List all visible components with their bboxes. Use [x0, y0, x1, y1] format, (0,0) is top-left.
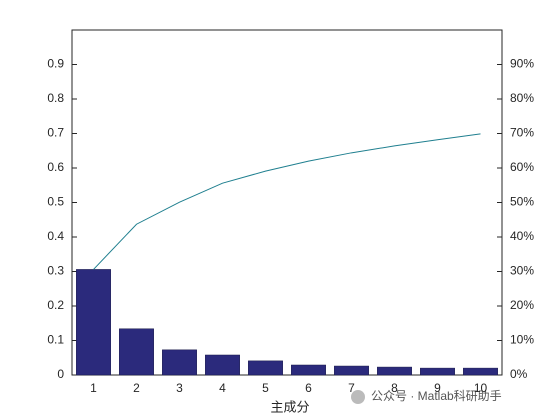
bar — [377, 366, 412, 376]
bar — [291, 364, 326, 376]
y2-tick-label: 70% — [510, 126, 534, 140]
plot-box — [71, 29, 503, 376]
y-tick-label: 0.2 — [47, 298, 64, 312]
y2-tick-label: 40% — [510, 229, 534, 243]
y-tick-label: 0.5 — [47, 195, 64, 209]
x-tick-label: 3 — [176, 381, 183, 395]
y-tick-label: 0.6 — [47, 160, 64, 174]
y-tick-label: 0 — [57, 367, 64, 381]
y2-tick-label: 50% — [510, 195, 534, 209]
y2-tick-label: 0% — [510, 367, 528, 381]
y-tick-label: 0.1 — [47, 333, 64, 347]
y2-tick-label: 20% — [510, 298, 534, 312]
x-tick-label: 5 — [262, 381, 269, 395]
bar — [162, 349, 197, 376]
y-tick-label: 0.3 — [47, 264, 64, 278]
y2-tick-label: 60% — [510, 160, 534, 174]
x-tick-label: 6 — [305, 381, 312, 395]
y2-tick-label: 90% — [510, 57, 534, 71]
y-tick-label: 0.7 — [47, 126, 64, 140]
bar — [76, 269, 111, 376]
y-tick-label: 0.4 — [47, 229, 64, 243]
y-tick-label: 0.9 — [47, 57, 64, 71]
x-tick-label: 10 — [474, 381, 488, 395]
bar — [248, 360, 283, 376]
bar — [205, 354, 240, 376]
y2-tick-label: 10% — [510, 333, 534, 347]
cumulative-line — [93, 133, 481, 270]
x-tick-label: 4 — [219, 381, 226, 395]
bar — [463, 367, 498, 376]
bar — [420, 367, 455, 376]
y2-tick-label: 30% — [510, 264, 534, 278]
x-tick-label: 2 — [133, 381, 140, 395]
x-tick-label: 8 — [391, 381, 398, 395]
x-tick-label: 9 — [434, 381, 441, 395]
watermark: 公众号 · Matlab科研助手 — [371, 389, 502, 403]
watermark-icon — [351, 390, 365, 404]
bar — [334, 365, 369, 376]
bar — [119, 328, 154, 376]
x-axis-label: 主成分 — [270, 399, 309, 414]
y2-tick-label: 80% — [510, 91, 534, 105]
x-tick-label: 7 — [348, 381, 355, 395]
x-tick-label: 1 — [90, 381, 97, 395]
y-tick-label: 0.8 — [47, 91, 64, 105]
